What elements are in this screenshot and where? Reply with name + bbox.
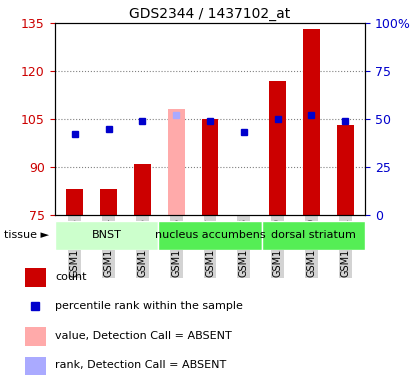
- Text: dorsal striatum: dorsal striatum: [271, 230, 356, 240]
- Bar: [262, 221, 365, 250]
- Bar: [269, 81, 286, 215]
- Bar: [25, 327, 46, 346]
- Text: BNST: BNST: [92, 230, 121, 240]
- Bar: [303, 30, 320, 215]
- Bar: [202, 119, 218, 215]
- Text: value, Detection Call = ABSENT: value, Detection Call = ABSENT: [55, 331, 232, 341]
- Text: nucleus accumbens: nucleus accumbens: [155, 230, 265, 240]
- Bar: [158, 221, 262, 250]
- Bar: [66, 189, 83, 215]
- Bar: [337, 126, 354, 215]
- Text: tissue ►: tissue ►: [4, 230, 49, 240]
- Text: rank, Detection Call = ABSENT: rank, Detection Call = ABSENT: [55, 361, 226, 371]
- Bar: [168, 109, 185, 215]
- Bar: [55, 221, 158, 250]
- Title: GDS2344 / 1437102_at: GDS2344 / 1437102_at: [129, 7, 291, 21]
- Text: count: count: [55, 272, 87, 282]
- Text: percentile rank within the sample: percentile rank within the sample: [55, 301, 243, 311]
- Bar: [134, 164, 151, 215]
- Bar: [25, 357, 46, 375]
- Bar: [100, 189, 117, 215]
- Bar: [25, 268, 46, 287]
